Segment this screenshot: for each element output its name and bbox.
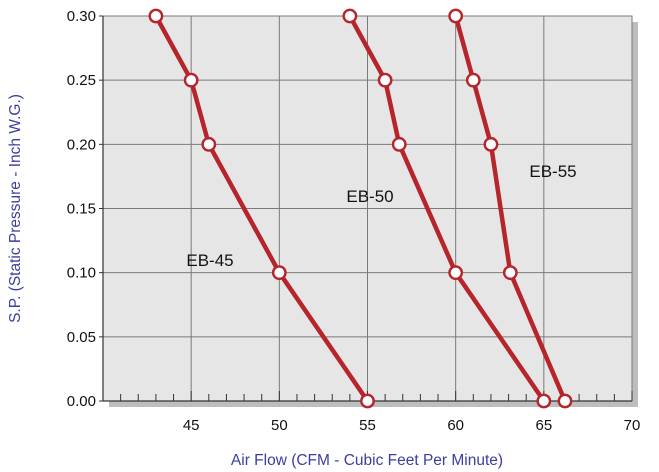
series-eb-45: EB-45	[148, 8, 375, 409]
data-point	[377, 72, 393, 88]
data-point	[360, 393, 375, 409]
data-point	[183, 72, 199, 88]
data-point	[271, 265, 287, 281]
x-tick-label: 45	[183, 417, 200, 434]
series-eb-55: EB-55	[448, 8, 577, 409]
y-tick-label: 0.15	[67, 201, 96, 218]
plot-area	[102, 15, 638, 407]
y-tick-label: 0.25	[67, 72, 96, 89]
x-tick-label: 55	[359, 417, 376, 434]
data-point	[448, 8, 464, 24]
y-axis: 0.00 0.05 0.10 0.15 0.20 0.25 0.30	[67, 8, 103, 410]
series-group: EB-45 EB-50 EB-55	[148, 8, 577, 409]
x-axis-title: Air Flow (CFM - Cubic Feet Per Minute)	[231, 452, 503, 469]
series-eb-50: EB-50	[342, 8, 552, 409]
y-tick-label: 0.00	[67, 393, 96, 410]
x-tick-label: 65	[535, 417, 552, 434]
series-label: EB-50	[346, 187, 393, 206]
data-point	[148, 8, 164, 24]
x-tick-label: 70	[624, 417, 641, 434]
data-point	[557, 393, 573, 409]
y-tick-label: 0.10	[67, 265, 96, 282]
data-point	[448, 265, 464, 281]
data-point	[483, 136, 499, 152]
y-tick-label: 0.30	[67, 8, 96, 25]
data-point	[201, 136, 217, 152]
series-label: EB-55	[529, 162, 576, 181]
x-tick-label: 50	[271, 417, 288, 434]
data-point	[391, 136, 407, 152]
data-point	[465, 72, 481, 88]
y-tick-label: 0.20	[67, 136, 96, 153]
y-tick-label: 0.05	[67, 329, 96, 346]
data-point	[536, 393, 552, 409]
data-point	[502, 265, 518, 281]
series-label: EB-45	[186, 251, 233, 270]
x-tick-label: 60	[447, 417, 464, 434]
data-point	[342, 8, 358, 24]
y-axis-title: S.P. (Static Pressure - Inch W.G.)	[7, 94, 24, 323]
